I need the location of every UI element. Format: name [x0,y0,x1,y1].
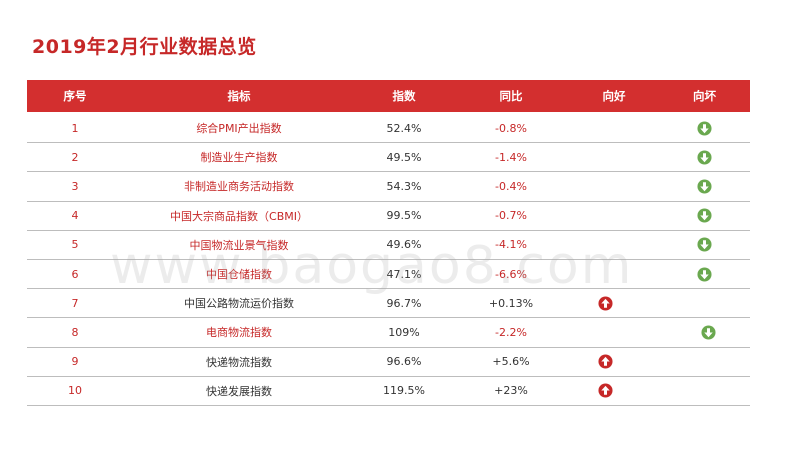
header-no: 序号 [63,89,87,103]
table-row: 10 快递发展指数 119.5% +23% [27,377,750,406]
data-table: 序号 指标 指数 同比 向好 向坏 1 综合PMI产出指数 52.4% -0.8% 2 制… [27,80,750,406]
indicator-name: 中国仓储指数 [206,268,272,282]
row-number: 10 [68,384,82,398]
yoy-value: -6.6% [495,267,527,281]
worsen-cell [659,237,750,252]
yoy-value: -4.1% [495,238,527,252]
yoy-value: +0.13% [488,296,534,310]
index-value: 52.4% [386,121,422,135]
worsen-cell [659,267,750,282]
worsen-cell [659,150,750,165]
table-row: 7 中国公路物流运价指数 96.7% +0.13% [27,289,750,319]
header-yoy: 同比 [499,89,523,103]
row-number: 1 [71,121,79,135]
index-value: 119.5% [383,384,425,398]
header-worsen: 向坏 [693,89,716,103]
indicator-name: 中国公路物流运价指数 [184,297,294,311]
arrow-down-icon [701,325,716,340]
row-number: 9 [71,355,79,369]
table-row: 3 非制造业商务活动指数 54.3% -0.4% [27,172,750,202]
indicator-name: 中国物流业景气指数 [189,238,289,252]
row-number: 4 [71,209,79,223]
index-value: 47.1% [386,267,422,281]
arrow-down-icon [697,179,712,194]
improve-cell [569,383,659,398]
index-value: 99.5% [386,209,422,223]
arrow-up-icon [597,383,613,398]
yoy-value: +23% [494,384,528,398]
index-value: 96.7% [386,296,422,310]
header-improve: 向好 [602,89,626,103]
indicator-name: 快递发展指数 [206,384,272,398]
index-value: 109% [388,325,420,339]
yoy-value: -0.8% [495,121,527,135]
table-row: 1 综合PMI产出指数 52.4% -0.8% [27,114,750,144]
indicator-name: 电商物流指数 [206,326,272,340]
row-number: 2 [71,150,79,164]
indicator-name: 综合PMI产出指数 [196,122,282,136]
arrow-down-icon [697,237,712,252]
table-row: 8 电商物流指数 109% -2.2% [27,318,750,348]
yoy-value: +5.6% [492,355,530,369]
indicator-name: 快递物流指数 [206,355,272,369]
worsen-cell [659,121,750,136]
table-row: 4 中国大宗商品指数（CBMI） 99.5% -0.7% [27,202,750,231]
header-indicator: 指标 [227,89,251,103]
indicator-name: 制造业生产指数 [200,151,278,165]
yoy-value: -1.4% [495,150,527,164]
yoy-value: -0.7% [495,209,527,223]
table-body: 1 综合PMI产出指数 52.4% -0.8% 2 制造业生产指数 49.5% -1.4% 3 非… [27,114,750,406]
indicator-name: 中国大宗商品指数（CBMI） [170,209,308,223]
arrow-down-icon [697,267,712,282]
worsen-cell [659,325,750,340]
yoy-value: -0.4% [495,179,527,193]
header-index: 指数 [392,89,416,103]
arrow-up-icon [597,296,613,311]
arrow-down-icon [697,150,712,165]
index-value: 54.3% [386,179,422,193]
yoy-value: -2.2% [495,325,527,339]
worsen-cell [659,179,750,194]
row-number: 7 [71,296,79,310]
index-value: 49.6% [386,238,422,252]
page-title: 2019年2月行业数据总览 [32,36,257,58]
indicator-name: 非制造业商务活动指数 [184,180,294,194]
row-number: 5 [71,238,79,252]
index-value: 96.6% [386,355,422,369]
arrow-down-icon [697,208,712,223]
arrow-up-icon [597,354,613,369]
table-header: 序号 指标 指数 同比 向好 向坏 [27,80,750,112]
row-number: 3 [71,179,79,193]
table-row: 2 制造业生产指数 49.5% -1.4% [27,143,750,173]
table-row: 5 中国物流业景气指数 49.6% -4.1% [27,231,750,260]
improve-cell [569,296,659,311]
improve-cell [569,354,659,369]
row-number: 8 [71,325,79,339]
table-row: 9 快递物流指数 96.6% +5.6% [27,348,750,377]
index-value: 49.5% [386,150,422,164]
table-row: 6 中国仓储指数 47.1% -6.6% [27,260,750,290]
arrow-down-icon [697,121,712,136]
row-number: 6 [71,267,79,281]
worsen-cell [659,208,750,223]
